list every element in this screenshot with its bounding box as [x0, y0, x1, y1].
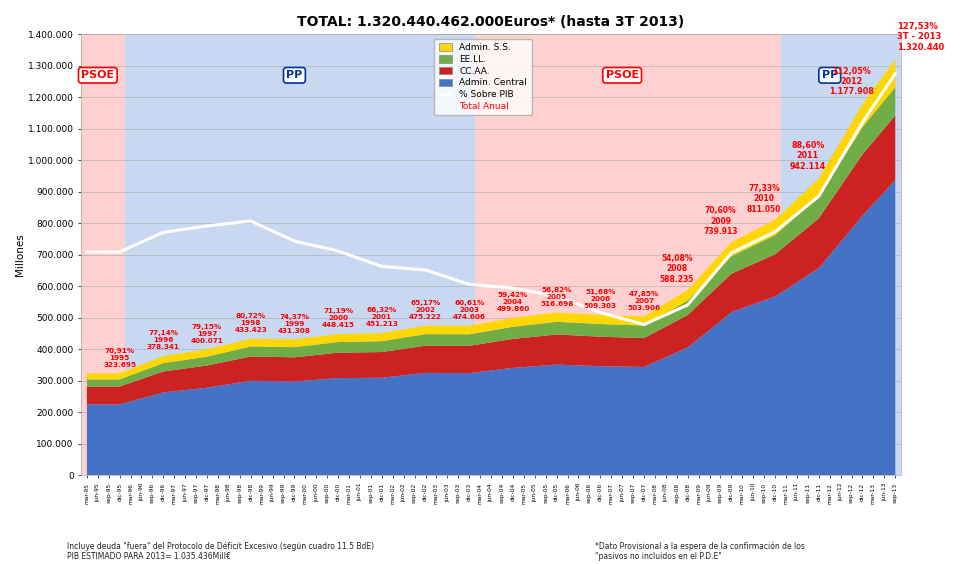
Y-axis label: Millones: Millones	[15, 233, 25, 276]
Title: TOTAL: 1.320.440.462.000Euros* (hasta 3T 2013): TOTAL: 1.320.440.462.000Euros* (hasta 3T…	[298, 15, 684, 29]
Text: PSOE: PSOE	[82, 70, 114, 80]
Bar	[125, 34, 474, 475]
Text: PP: PP	[822, 70, 838, 80]
Text: 60,61%
2003
474.606: 60,61% 2003 474.606	[453, 300, 486, 320]
Text: Incluye deuda "fuera" del Protocolo de Déficit Excesivo (según cuadro 11.5 BdE)
: Incluye deuda "fuera" del Protocolo de D…	[67, 541, 374, 561]
Text: 127,53%
3T - 2013
1.320.440: 127,53% 3T - 2013 1.320.440	[898, 22, 945, 51]
Text: 77,14%
1996
378.341: 77,14% 1996 378.341	[147, 331, 180, 350]
Text: 112,05%
2012
1.177.908: 112,05% 2012 1.177.908	[829, 67, 874, 96]
Text: 66,32%
2001
451.213: 66,32% 2001 451.213	[366, 307, 398, 328]
Text: PP: PP	[286, 70, 302, 80]
Text: 51,68%
2006
509.303: 51,68% 2006 509.303	[584, 289, 617, 309]
Text: 70,60%
2009
739.913: 70,60% 2009 739.913	[704, 206, 737, 236]
Text: 65,17%
2002
475.222: 65,17% 2002 475.222	[409, 300, 442, 320]
Bar	[82, 34, 125, 475]
Legend: Admin. S.S., EE.LL., CC.AA., Admin. Central, % Sobre PIB, Total Anual: Admin. S.S., EE.LL., CC.AA., Admin. Cent…	[434, 39, 532, 116]
Text: 56,82%
2005
516.698: 56,82% 2005 516.698	[540, 287, 573, 307]
Text: *Dato Provisional a la espera de la confirmación de los
"pasivos no incluidos en: *Dato Provisional a la espera de la conf…	[595, 541, 805, 561]
Text: 88,60%
2011
942.114: 88,60% 2011 942.114	[790, 141, 826, 171]
Text: 70,91%
1995
323.695: 70,91% 1995 323.695	[103, 347, 136, 368]
Bar	[474, 34, 780, 475]
Text: 71,19%
2000
448.415: 71,19% 2000 448.415	[322, 309, 354, 328]
Text: 74,37%
1999
431.308: 74,37% 1999 431.308	[278, 314, 311, 334]
Text: 47,85%
2007
503.906: 47,85% 2007 503.906	[628, 291, 660, 311]
Text: 59,42%
2004
499.860: 59,42% 2004 499.860	[496, 292, 530, 312]
Bar	[780, 34, 900, 475]
Text: 79,15%
1997
400.071: 79,15% 1997 400.071	[191, 324, 224, 343]
Text: PSOE: PSOE	[606, 70, 638, 80]
Text: 80,72%
1998
433.423: 80,72% 1998 433.423	[234, 313, 267, 333]
Text: 77,33%
2010
811.050: 77,33% 2010 811.050	[747, 184, 781, 214]
Text: 54,08%
2008
588.235: 54,08% 2008 588.235	[660, 254, 694, 284]
